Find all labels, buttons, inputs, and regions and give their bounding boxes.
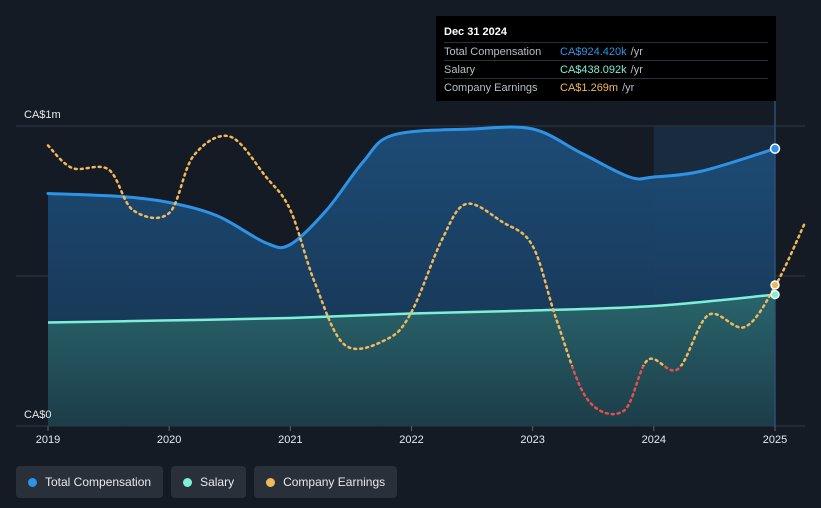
salary-line [47,293,776,324]
tooltip-row-earnings: Company Earnings CA$1.269m /yr [444,78,768,96]
legend: Total Compensation Salary Company Earnin… [16,466,398,498]
y-tick-label: CA$1m [24,109,61,121]
total-compensation-dot [769,143,781,154]
tooltip-value: CA$438.092k [560,63,627,76]
tooltip-row-total: Total Compensation CA$924.420k /yr [444,42,768,60]
legend-total-compensation[interactable]: Total Compensation [16,466,164,498]
y-axis: CA$0 CA$1m [24,109,61,421]
series-lines [46,125,807,416]
tooltip-label: Total Compensation [444,45,542,58]
y-tick-label: CA$0 [24,409,52,421]
total-compensation-line [46,125,777,250]
area-fills [48,126,775,427]
tooltip-row-salary: Salary CA$438.092k /yr [444,60,768,78]
legend-dot-icon [28,477,37,487]
legend-label: Salary [200,475,235,489]
legend-label: Total Compensation [45,475,152,489]
tooltip-label: Company Earnings [444,81,538,94]
tooltip: Dec 31 2024 Total Compensation CA$924.42… [436,16,776,101]
tooltip-date: Dec 31 2024 [444,26,507,38]
company-earnings-line [46,134,807,366]
x-tick-label: 2022 [399,434,423,446]
highlight-dots [769,143,781,300]
legend-dot-icon [183,477,193,487]
salary-area [48,294,775,426]
x-tick-label: 2024 [642,434,666,446]
legend-salary[interactable]: Salary [171,466,247,498]
tooltip-value: CA$1.269m [560,81,619,94]
x-tick-label: 2023 [520,434,544,446]
x-tick-label: 2020 [157,434,181,446]
company-earnings-dot [770,280,780,290]
legend-dot-icon [266,477,276,487]
tooltip-unit: /yr [630,63,643,76]
x-tick-label: 2019 [36,434,60,446]
tooltip-unit: /yr [622,81,635,94]
legend-label: Company Earnings [283,475,386,489]
legend-company-earnings[interactable]: Company Earnings [254,466,398,498]
x-axis: 2019 2020 2021 2022 2023 2024 2025 [36,426,787,446]
tooltip-label: Salary [444,63,476,76]
tooltip-unit: /yr [630,45,643,58]
tooltip-value: CA$924.420k [560,45,627,58]
company-earnings-low-line [570,366,683,416]
x-tick-label: 2021 [278,434,302,446]
salary-dot [770,289,780,300]
x-tick-label: 2025 [763,434,787,446]
